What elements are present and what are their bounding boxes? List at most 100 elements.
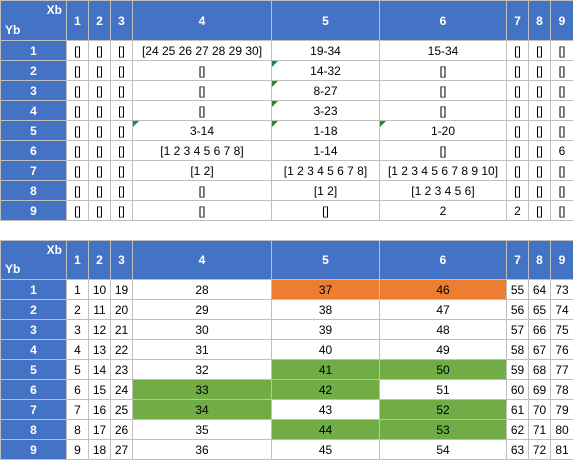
grid-cell[interactable]: 4: [66, 339, 89, 360]
grid-cell[interactable]: 67: [528, 339, 551, 360]
grid-cell[interactable]: 23: [110, 359, 133, 380]
grid-cell[interactable]: []: [528, 120, 551, 141]
grid-cell[interactable]: 3-23: [271, 100, 380, 121]
column-header[interactable]: 6: [379, 0, 507, 41]
grid-cell[interactable]: 44: [271, 419, 380, 440]
grid-cell[interactable]: []: [379, 100, 507, 121]
grid-cell[interactable]: []: [550, 120, 573, 141]
grid-cell[interactable]: []: [110, 60, 133, 81]
column-header[interactable]: 8: [528, 240, 551, 280]
grid-cell[interactable]: 42: [271, 379, 380, 400]
grid-cell[interactable]: []: [132, 100, 272, 121]
grid-cell[interactable]: []: [132, 180, 272, 201]
grid-cell[interactable]: 27: [110, 439, 133, 460]
grid-cell[interactable]: []: [379, 60, 507, 81]
grid-cell[interactable]: 81: [550, 439, 573, 460]
column-header[interactable]: 9: [550, 240, 573, 280]
row-header[interactable]: 5: [0, 359, 67, 380]
grid-cell[interactable]: 75: [550, 319, 573, 340]
grid-cell[interactable]: 65: [528, 299, 551, 320]
column-header[interactable]: 4: [132, 240, 272, 280]
grid-cell[interactable]: []: [88, 160, 111, 181]
column-header[interactable]: 8: [528, 0, 551, 41]
grid-cell[interactable]: 26: [110, 419, 133, 440]
grid-cell[interactable]: [1 2 3 4 5 6 7 8]: [271, 160, 380, 181]
row-header[interactable]: 2: [0, 299, 67, 320]
grid-cell[interactable]: 8: [66, 419, 89, 440]
row-header[interactable]: 9: [0, 439, 67, 460]
column-header[interactable]: 2: [88, 0, 111, 41]
grid-cell[interactable]: 18: [88, 439, 111, 460]
grid-cell[interactable]: 6: [66, 379, 89, 400]
column-header[interactable]: 1: [66, 240, 89, 280]
grid-cell[interactable]: []: [271, 200, 380, 221]
grid-cell[interactable]: 28: [132, 279, 272, 300]
grid-cell[interactable]: 50: [379, 359, 507, 380]
grid-cell[interactable]: 1-18: [271, 120, 380, 141]
grid-cell[interactable]: []: [88, 140, 111, 161]
grid-cell[interactable]: 77: [550, 359, 573, 380]
grid-cell[interactable]: 73: [550, 279, 573, 300]
grid-cell[interactable]: []: [528, 160, 551, 181]
grid-cell[interactable]: [1 2 3 4 5 6 7 8 9 10]: [379, 160, 507, 181]
grid-cell[interactable]: 40: [271, 339, 380, 360]
row-header[interactable]: 8: [0, 180, 67, 201]
grid-cell[interactable]: []: [550, 100, 573, 121]
grid-cell[interactable]: 41: [271, 359, 380, 380]
grid-cell[interactable]: []: [66, 120, 89, 141]
column-header[interactable]: 4: [132, 0, 272, 41]
grid-cell[interactable]: []: [110, 40, 133, 61]
column-header[interactable]: 7: [506, 240, 529, 280]
grid-cell[interactable]: []: [132, 60, 272, 81]
grid-cell[interactable]: 25: [110, 399, 133, 420]
row-header[interactable]: 7: [0, 160, 67, 181]
grid-cell[interactable]: []: [528, 60, 551, 81]
row-header[interactable]: 6: [0, 140, 67, 161]
grid-cell[interactable]: 60: [506, 379, 529, 400]
column-header[interactable]: 3: [110, 0, 133, 41]
row-header[interactable]: 8: [0, 419, 67, 440]
grid-cell[interactable]: []: [550, 180, 573, 201]
grid-cell[interactable]: []: [88, 200, 111, 221]
grid-cell[interactable]: 72: [528, 439, 551, 460]
grid-cell[interactable]: 19-34: [271, 40, 380, 61]
column-header[interactable]: 1: [66, 0, 89, 41]
grid-cell[interactable]: []: [66, 140, 89, 161]
grid-cell[interactable]: []: [110, 200, 133, 221]
grid-cell[interactable]: 78: [550, 379, 573, 400]
grid-cell[interactable]: [1 2]: [132, 160, 272, 181]
grid-cell[interactable]: []: [66, 60, 89, 81]
grid-cell[interactable]: []: [550, 60, 573, 81]
corner-header[interactable]: Xb Yb: [0, 240, 67, 280]
grid-cell[interactable]: 43: [271, 399, 380, 420]
grid-cell[interactable]: 38: [271, 299, 380, 320]
grid-cell[interactable]: 14: [88, 359, 111, 380]
row-header[interactable]: 3: [0, 80, 67, 101]
grid-cell[interactable]: 21: [110, 319, 133, 340]
grid-cell[interactable]: 6: [550, 140, 573, 161]
column-header[interactable]: 5: [271, 240, 380, 280]
grid-cell[interactable]: 10: [88, 279, 111, 300]
grid-cell[interactable]: []: [66, 160, 89, 181]
grid-cell[interactable]: 54: [379, 439, 507, 460]
grid-cell[interactable]: 66: [528, 319, 551, 340]
grid-cell[interactable]: 33: [132, 379, 272, 400]
grid-cell[interactable]: 53: [379, 419, 507, 440]
grid-cell[interactable]: []: [528, 140, 551, 161]
corner-header[interactable]: Xb Yb: [0, 0, 67, 41]
grid-cell[interactable]: []: [506, 160, 529, 181]
grid-cell[interactable]: []: [506, 40, 529, 61]
grid-cell[interactable]: []: [506, 100, 529, 121]
grid-cell[interactable]: 8-27: [271, 80, 380, 101]
grid-cell[interactable]: []: [506, 120, 529, 141]
grid-cell[interactable]: []: [528, 100, 551, 121]
grid-cell[interactable]: [1 2]: [271, 180, 380, 201]
grid-cell[interactable]: 49: [379, 339, 507, 360]
grid-cell[interactable]: 64: [528, 279, 551, 300]
grid-cell[interactable]: 1-20: [379, 120, 507, 141]
grid-cell[interactable]: 61: [506, 399, 529, 420]
grid-cell[interactable]: []: [506, 140, 529, 161]
grid-cell[interactable]: 68: [528, 359, 551, 380]
grid-cell[interactable]: 19: [110, 279, 133, 300]
grid-cell[interactable]: 12: [88, 319, 111, 340]
